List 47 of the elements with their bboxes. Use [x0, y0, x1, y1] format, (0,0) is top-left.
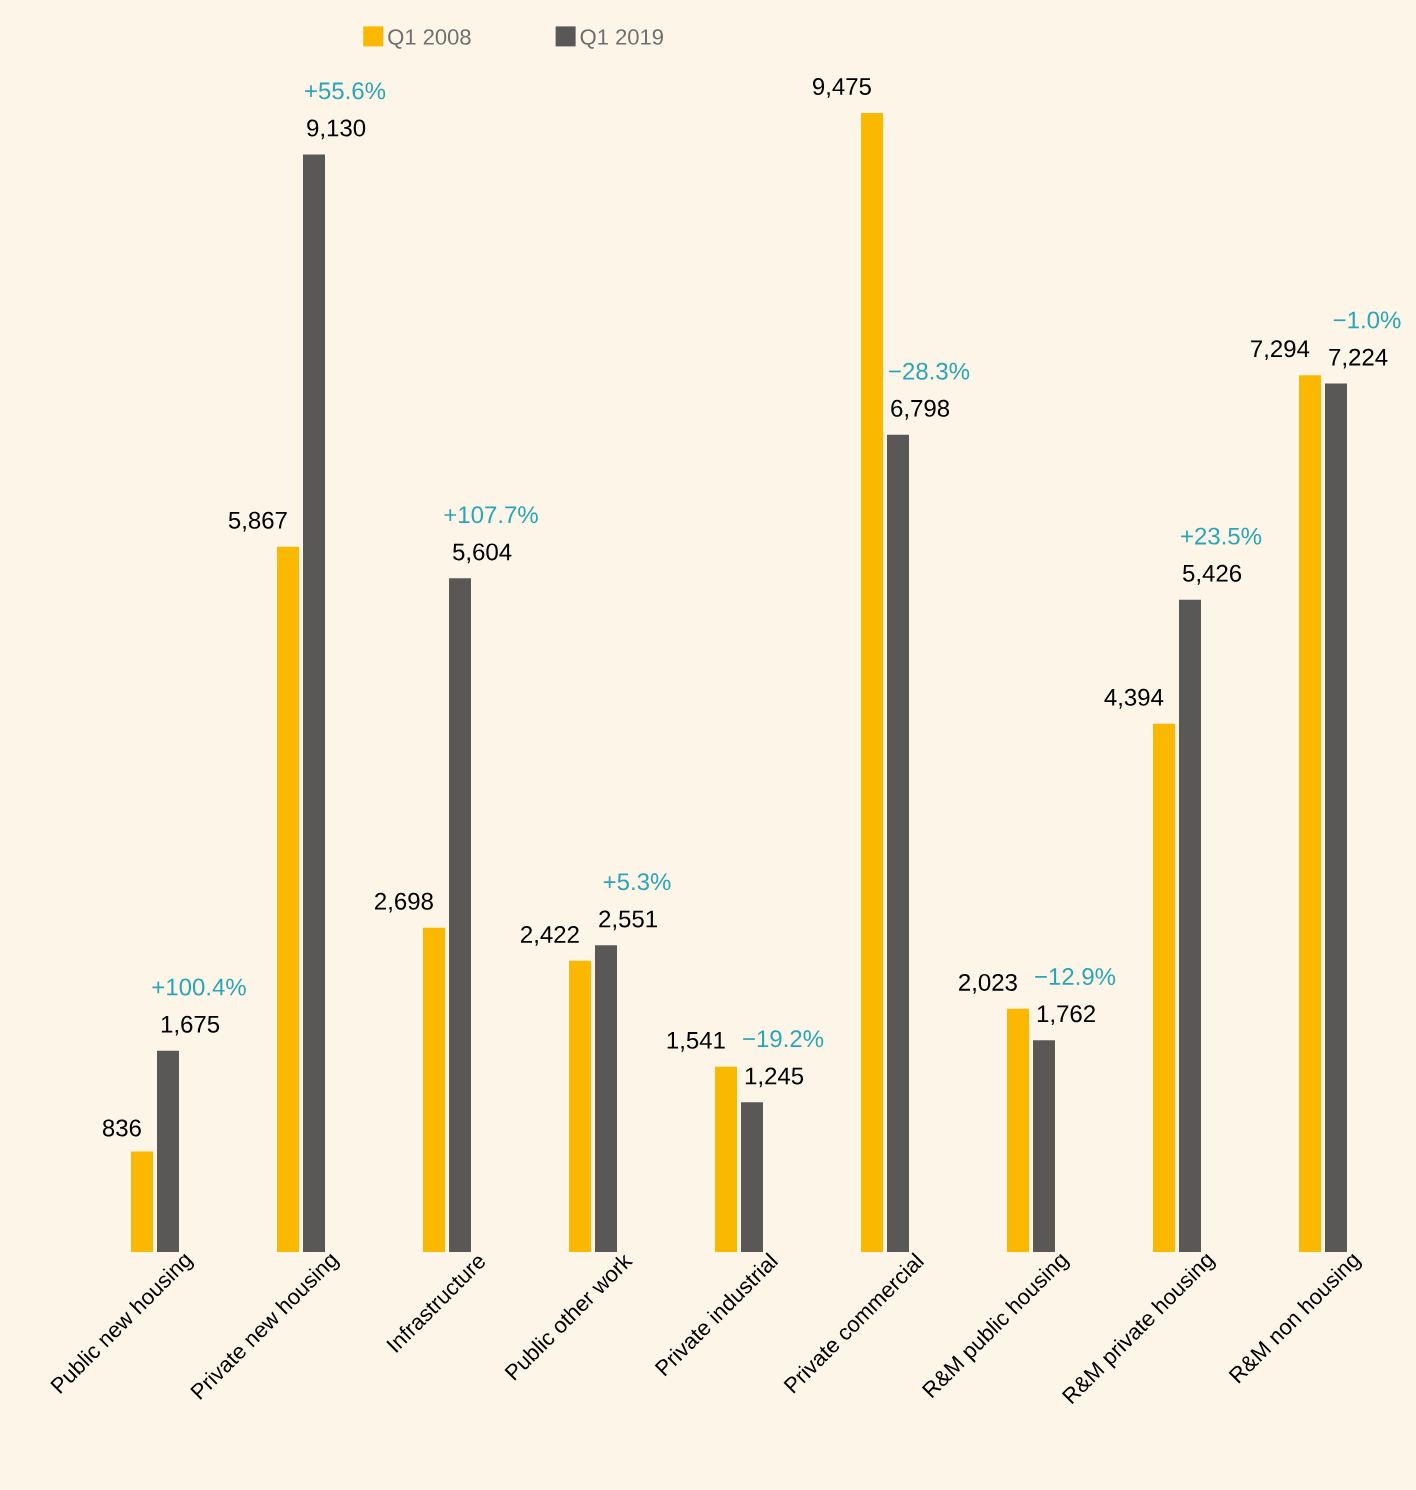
bar — [423, 927, 446, 1252]
data-label: 5,604 — [453, 543, 512, 564]
data-label: 2,422 — [521, 925, 579, 946]
data-label: 4,394 — [1104, 688, 1164, 709]
annotation: +5.3% — [603, 873, 671, 891]
bar — [595, 945, 618, 1252]
legend-label: Q1 2019 — [580, 29, 663, 49]
annotation: +23.5% — [1181, 527, 1262, 545]
bar — [277, 546, 300, 1252]
bar — [157, 1050, 180, 1252]
bar — [1033, 1040, 1055, 1252]
text: +55.6% — [305, 82, 386, 100]
data-label: 5,426 — [1183, 564, 1242, 585]
bar — [1325, 383, 1347, 1252]
bar — [1153, 723, 1175, 1252]
annotation: −28.3% — [889, 362, 970, 380]
bar — [715, 1066, 738, 1252]
data-label: 9,475 — [813, 78, 871, 98]
bar — [303, 154, 326, 1252]
data-label: 6,798 — [891, 399, 950, 420]
data-label: 1,762 — [1037, 1005, 1095, 1026]
data-label: 2,023 — [959, 973, 1017, 994]
legend-label: Q1 2008 — [388, 29, 471, 49]
bar — [887, 434, 910, 1252]
annotation: +107.7% — [444, 506, 538, 524]
bar — [861, 112, 884, 1252]
bar — [1299, 375, 1321, 1252]
data-label: 7,224 — [1329, 348, 1388, 369]
data-label: 9,130 — [307, 119, 366, 140]
annotation: +100.4% — [152, 978, 246, 996]
data-label: 7,294 — [1251, 340, 1310, 361]
bar — [1179, 599, 1202, 1252]
data-label: 2,698 — [375, 892, 433, 913]
bar — [741, 1102, 764, 1252]
data-label: 836 — [102, 1119, 141, 1137]
bar — [131, 1151, 154, 1252]
annotation: −1.0% — [1333, 311, 1401, 329]
bar — [1007, 1008, 1030, 1252]
data-label: 1,541 — [667, 1032, 725, 1052]
annotation: −19.2% — [743, 1030, 824, 1048]
data-label: 1,245 — [745, 1067, 804, 1088]
data-label: 2,551 — [599, 910, 657, 931]
data-label: 1,675 — [161, 1015, 220, 1036]
bar — [569, 960, 592, 1252]
data-label: 5,867 — [228, 511, 287, 532]
annotation: −12.9% — [1035, 968, 1116, 986]
bar — [449, 578, 472, 1252]
